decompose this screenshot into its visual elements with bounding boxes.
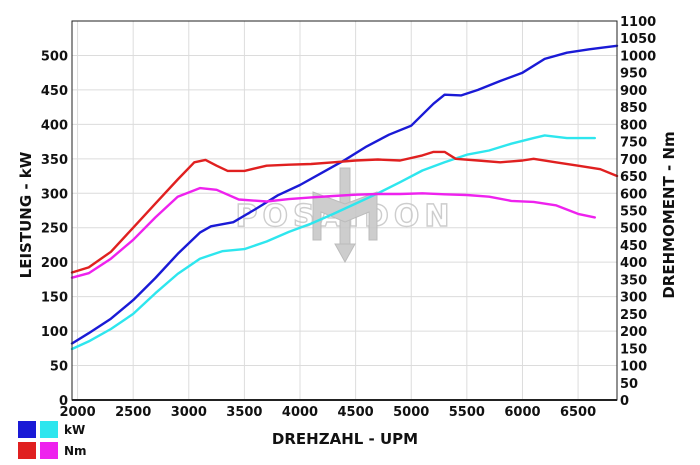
y-tick-label-right: 1000 bbox=[620, 49, 656, 64]
y-tick-label-right: 800 bbox=[620, 118, 647, 133]
x-tick-label: 5000 bbox=[393, 405, 429, 420]
y-tick-label-left: 300 bbox=[41, 187, 68, 202]
y-tick-label-right: 900 bbox=[620, 84, 647, 99]
legend-item-kw: kW bbox=[18, 421, 85, 438]
y-tick-label-left: 200 bbox=[41, 256, 68, 271]
y-tick-label-left: 500 bbox=[41, 49, 68, 64]
y-tick-label-left: 250 bbox=[41, 222, 68, 237]
y-tick-label-right: 1100 bbox=[620, 15, 656, 30]
y-tick-label-right: 300 bbox=[620, 291, 647, 306]
series-line-1 bbox=[70, 44, 619, 345]
y-axis-title-right: DREHMOMENT - Nm bbox=[660, 131, 678, 298]
x-tick-label: 2000 bbox=[59, 405, 95, 420]
y-tick-label-right: 850 bbox=[620, 101, 647, 116]
y-axis-title-left: LEISTUNG - kW bbox=[17, 151, 35, 278]
y-tick-label-right: 550 bbox=[620, 205, 647, 220]
y-tick-label-right: 600 bbox=[620, 187, 647, 202]
y-tick-label-right: 400 bbox=[620, 256, 647, 271]
y-tick-label-right: 500 bbox=[620, 222, 647, 237]
series-line-3 bbox=[70, 150, 619, 274]
y-tick-label-right: 200 bbox=[620, 325, 647, 340]
y-tick-label-right: 150 bbox=[620, 342, 647, 357]
legend-label-nm: Nm bbox=[64, 444, 87, 458]
legend-item-nm: Nm bbox=[18, 442, 87, 459]
series-line-4 bbox=[70, 186, 596, 279]
x-tick-label: 2500 bbox=[115, 405, 151, 420]
y-tick-label-left: 150 bbox=[41, 291, 68, 306]
x-tick-label: 6500 bbox=[560, 405, 596, 420]
y-tick-label-right: 50 bbox=[620, 377, 638, 392]
y-tick-label-right: 950 bbox=[620, 67, 647, 82]
y-tick-label-left: 450 bbox=[41, 84, 68, 99]
y-tick-label-left: 100 bbox=[41, 325, 68, 340]
legend: kW Nm bbox=[18, 421, 87, 459]
y-tick-label-right: 700 bbox=[620, 153, 647, 168]
y-tick-label-left: 0 bbox=[59, 394, 68, 409]
chart-series bbox=[70, 44, 619, 351]
y-tick-label-left: 350 bbox=[41, 153, 68, 168]
y-tick-label-right: 750 bbox=[620, 136, 647, 151]
left-axis-ticks: 0 50 100 150 200 250 300 350 400 450 500 bbox=[41, 49, 68, 409]
chart-grid bbox=[72, 21, 617, 401]
series-line-2 bbox=[70, 134, 596, 351]
y-tick-label-left: 400 bbox=[41, 118, 68, 133]
x-axis-title: DREHZAHL - UPM bbox=[272, 430, 418, 448]
legend-swatch-kw-1 bbox=[18, 421, 36, 438]
x-tick-label: 4000 bbox=[282, 405, 318, 420]
y-tick-label-left: 50 bbox=[50, 360, 68, 375]
y-tick-label-right: 0 bbox=[620, 394, 629, 409]
y-tick-label-right: 350 bbox=[620, 273, 647, 288]
x-tick-label: 6000 bbox=[504, 405, 540, 420]
x-tick-label: 5500 bbox=[449, 405, 485, 420]
y-tick-label-right: 450 bbox=[620, 239, 647, 254]
legend-label-kw: kW bbox=[64, 423, 85, 437]
right-axis-ticks: 0 50 100 150 200 250 300 350 400 450 500 550 600 650 7… bbox=[620, 15, 656, 409]
x-tick-label: 3500 bbox=[226, 405, 262, 420]
legend-swatch-nm-2 bbox=[40, 442, 58, 459]
x-tick-label: 3000 bbox=[171, 405, 207, 420]
x-axis-ticks: 2000 2500 3000 3500 4000 4500 5000 5500 6000 6500 bbox=[59, 405, 596, 420]
x-tick-label: 4500 bbox=[338, 405, 374, 420]
plot-bottom-axis bbox=[72, 399, 617, 401]
y-tick-label-right: 100 bbox=[620, 360, 647, 375]
legend-swatch-nm-1 bbox=[18, 442, 36, 459]
legend-swatch-kw-2 bbox=[40, 421, 58, 438]
y-tick-label-right: 650 bbox=[620, 170, 647, 185]
y-tick-label-right: 250 bbox=[620, 308, 647, 323]
y-tick-label-right: 1050 bbox=[620, 32, 656, 47]
